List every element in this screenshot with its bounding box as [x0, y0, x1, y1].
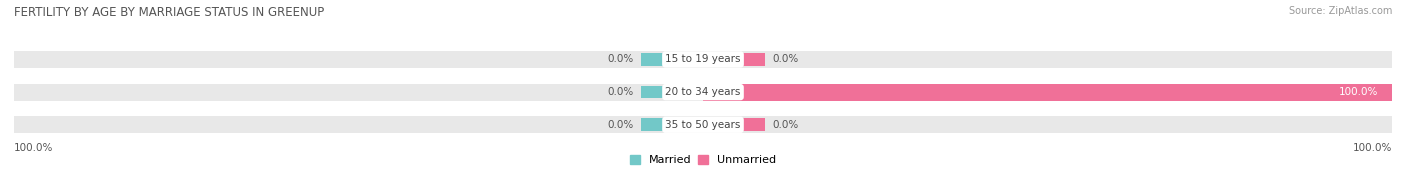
- Bar: [641, 86, 696, 99]
- Bar: [710, 118, 765, 131]
- Text: 100.0%: 100.0%: [1339, 87, 1378, 97]
- Bar: [703, 84, 1392, 101]
- Text: 0.0%: 0.0%: [607, 87, 634, 97]
- Bar: [14, 84, 1392, 101]
- Text: 0.0%: 0.0%: [772, 120, 799, 130]
- Text: 0.0%: 0.0%: [772, 54, 799, 64]
- Text: 0.0%: 0.0%: [607, 54, 634, 64]
- Bar: [710, 53, 765, 66]
- Text: Source: ZipAtlas.com: Source: ZipAtlas.com: [1288, 6, 1392, 16]
- Bar: [641, 53, 696, 66]
- Bar: [14, 116, 1392, 133]
- Text: 35 to 50 years: 35 to 50 years: [665, 120, 741, 130]
- Text: 100.0%: 100.0%: [1353, 143, 1392, 153]
- Bar: [641, 118, 696, 131]
- Bar: [14, 51, 1392, 68]
- Legend: Married, Unmarried: Married, Unmarried: [630, 154, 776, 165]
- Text: 0.0%: 0.0%: [607, 120, 634, 130]
- Text: 100.0%: 100.0%: [14, 143, 53, 153]
- Bar: [710, 86, 765, 99]
- Text: 15 to 19 years: 15 to 19 years: [665, 54, 741, 64]
- Text: FERTILITY BY AGE BY MARRIAGE STATUS IN GREENUP: FERTILITY BY AGE BY MARRIAGE STATUS IN G…: [14, 6, 325, 19]
- Text: 20 to 34 years: 20 to 34 years: [665, 87, 741, 97]
